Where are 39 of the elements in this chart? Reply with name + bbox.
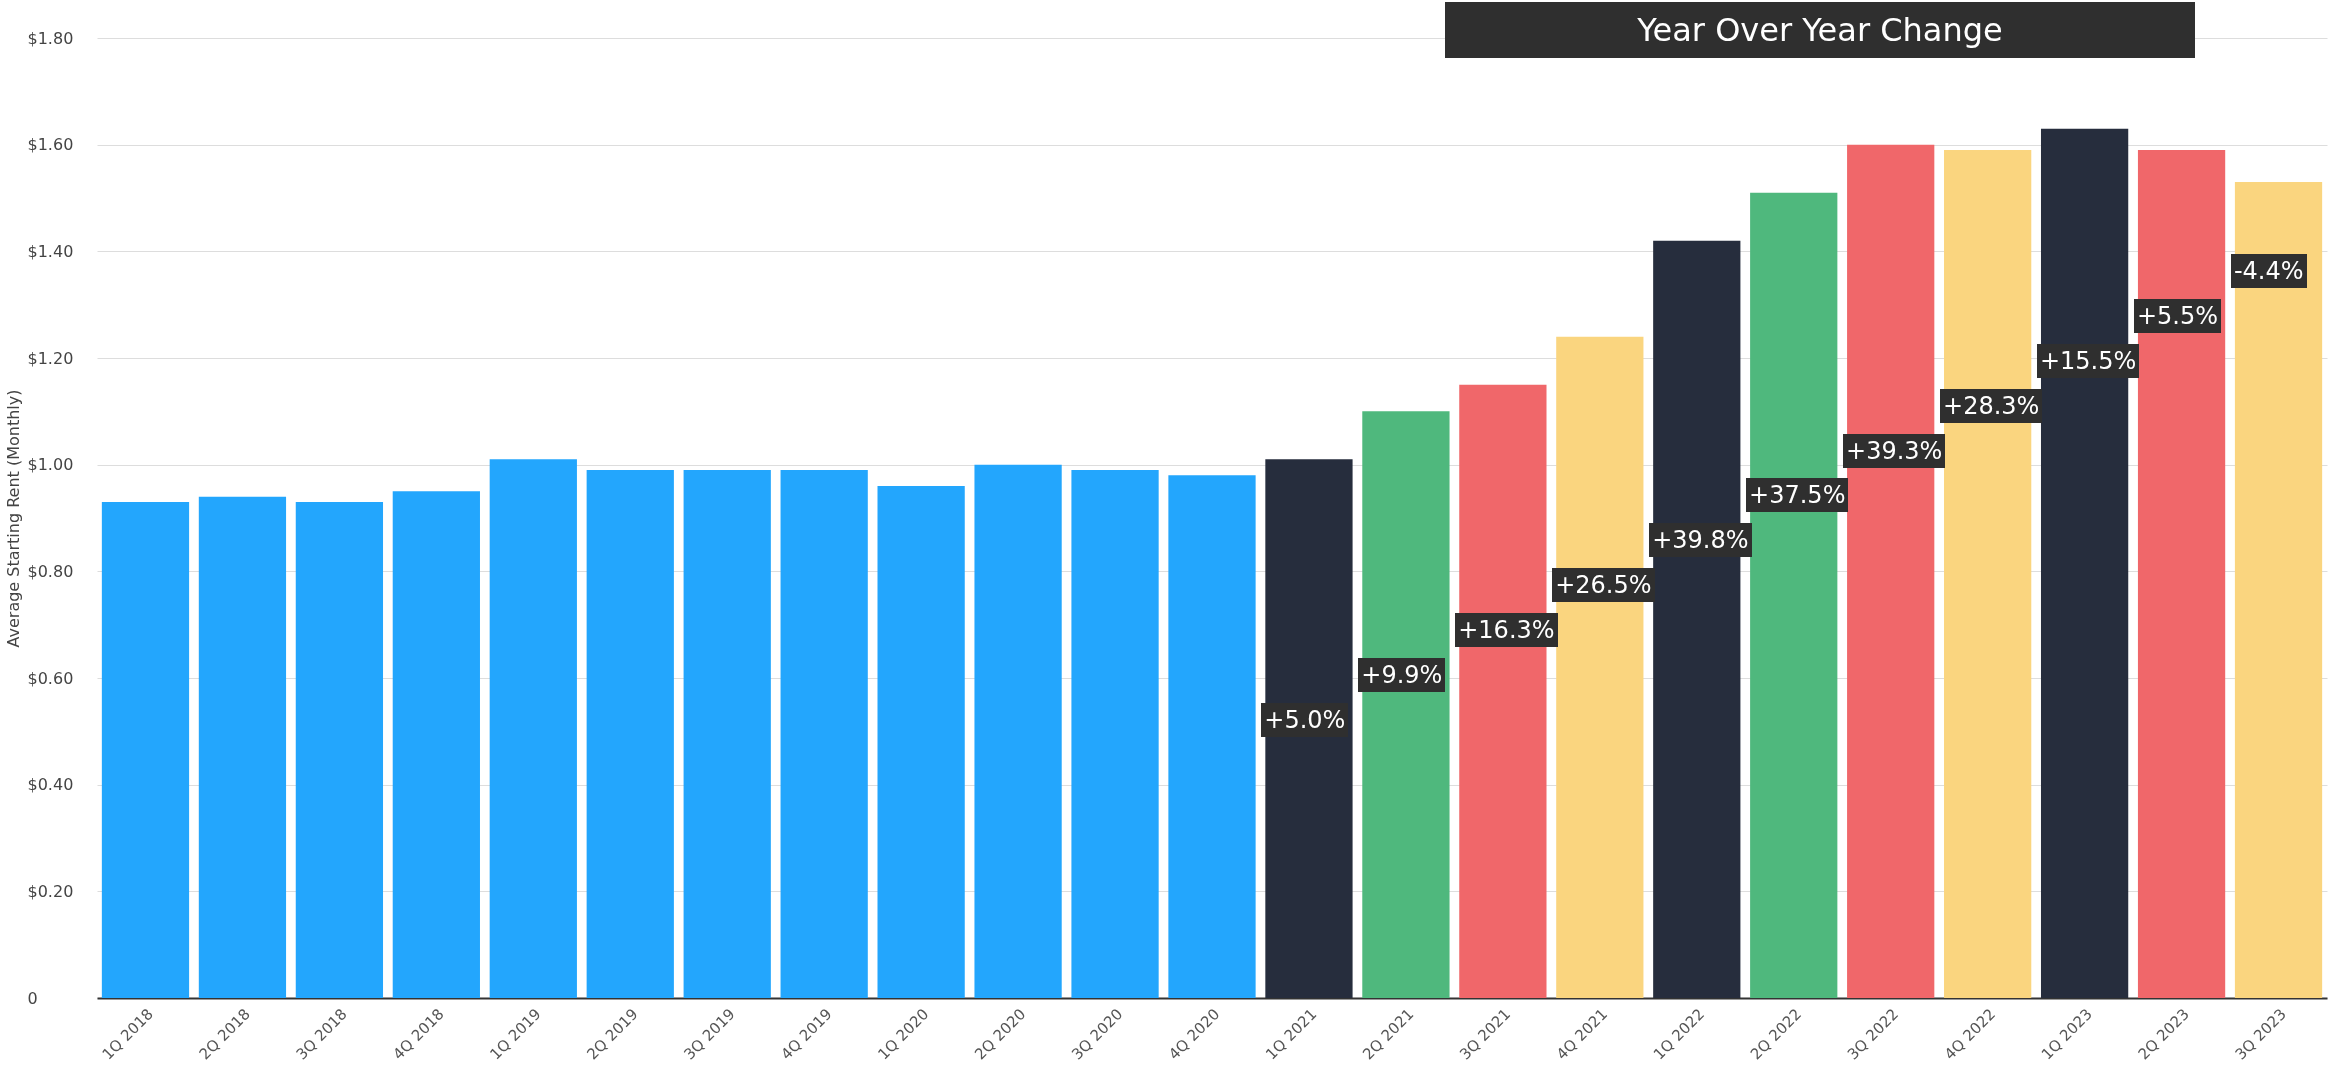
annotation: +5.0% — [1261, 702, 1349, 737]
y-tick-label: $1.80 — [27, 28, 74, 48]
annotation: +28.3% — [1940, 388, 2043, 423]
bar — [2234, 182, 2323, 998]
bar — [974, 464, 1062, 998]
bar — [1168, 475, 1256, 998]
y-tick-label: $0.80 — [27, 561, 74, 581]
bar — [489, 459, 577, 998]
y-tick-label: $0.40 — [27, 775, 74, 795]
y-tick-label: $1.20 — [27, 348, 74, 368]
annotation: +15.5% — [2036, 343, 2140, 378]
bar — [586, 470, 674, 998]
bar — [780, 470, 868, 998]
y-tick-label: $1.60 — [27, 135, 74, 155]
bar — [295, 502, 384, 998]
annotation: +16.3% — [1455, 612, 1558, 647]
annotation: +39.3% — [1843, 433, 1946, 468]
annotation: +26.5% — [1552, 568, 1655, 603]
y-tick-label: 0 — [27, 988, 38, 1008]
bar — [1265, 459, 1353, 998]
bar — [877, 486, 965, 998]
annotation: -4.4% — [2230, 254, 2307, 289]
y-axis-title: Average Starting Rent (Monthly) — [3, 389, 23, 648]
y-tick-label: $0.60 — [27, 668, 74, 688]
bar — [101, 502, 190, 998]
annotation: +5.5% — [2133, 299, 2222, 334]
y-tick-label: $1.40 — [27, 241, 74, 261]
y-tick-label: $1.00 — [27, 455, 74, 475]
bar — [392, 491, 480, 998]
bar — [198, 496, 287, 998]
annotation: +37.5% — [1746, 478, 1849, 513]
bar — [683, 470, 771, 998]
y-tick-label: $0.20 — [27, 881, 74, 901]
bar — [2137, 150, 2226, 998]
bar — [1362, 411, 1450, 998]
header-box: Year Over Year Change — [1445, 2, 2195, 58]
annotation: +9.9% — [1358, 657, 1446, 692]
annotation: +39.8% — [1649, 523, 1752, 558]
bar — [1071, 470, 1159, 998]
